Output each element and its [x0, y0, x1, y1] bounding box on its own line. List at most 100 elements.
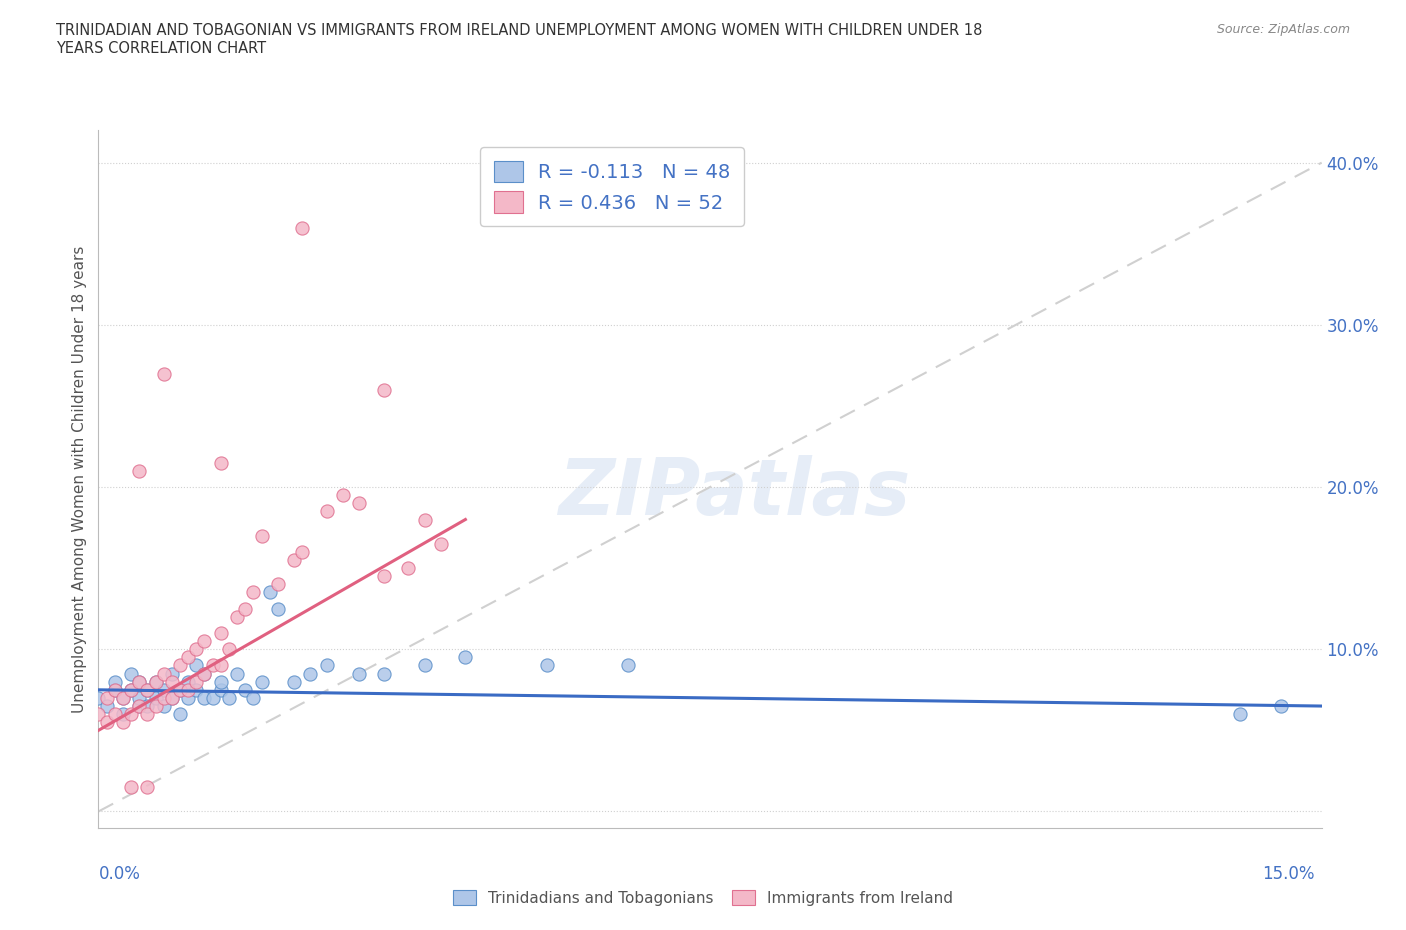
Point: [201, 658, 224, 673]
Y-axis label: Unemployment Among Women with Children Under 18 years: Unemployment Among Women with Children U…: [72, 246, 87, 712]
Point: [315, 504, 337, 519]
Point: [136, 683, 159, 698]
Point: [177, 690, 200, 705]
Point: [315, 658, 337, 673]
Point: [111, 715, 134, 730]
Point: [104, 683, 127, 698]
Point: [96, 690, 118, 705]
Point: [454, 650, 477, 665]
Point: [145, 674, 167, 689]
Point: [373, 666, 395, 681]
Point: [299, 666, 322, 681]
Point: [120, 707, 142, 722]
Point: [136, 779, 159, 794]
Point: [152, 666, 174, 681]
Point: [104, 707, 127, 722]
Point: [136, 698, 159, 713]
Point: [128, 698, 150, 713]
Point: [186, 683, 208, 698]
Point: [111, 707, 134, 722]
Point: [169, 683, 191, 698]
Point: [160, 666, 183, 681]
Point: [233, 683, 256, 698]
Point: [373, 382, 395, 397]
Point: [373, 569, 395, 584]
Point: [169, 683, 191, 698]
Point: [169, 707, 191, 722]
Text: 15.0%: 15.0%: [1263, 865, 1315, 883]
Point: [267, 577, 290, 591]
Point: [233, 602, 256, 617]
Point: [209, 626, 232, 641]
Point: [128, 463, 150, 478]
Point: [152, 690, 174, 705]
Point: [242, 585, 264, 600]
Point: [218, 642, 240, 657]
Point: [145, 674, 167, 689]
Point: [128, 674, 150, 689]
Point: [186, 658, 208, 673]
Point: [120, 683, 142, 698]
Point: [267, 602, 290, 617]
Point: [160, 690, 183, 705]
Point: [152, 683, 174, 698]
Point: [177, 650, 200, 665]
Point: [104, 674, 127, 689]
Text: ZIPatlas: ZIPatlas: [558, 455, 911, 531]
Legend: R = -0.113   N = 48, R = 0.436   N = 52: R = -0.113 N = 48, R = 0.436 N = 52: [479, 147, 744, 226]
Point: [283, 552, 305, 567]
Point: [242, 690, 264, 705]
Point: [413, 512, 436, 527]
Point: [218, 690, 240, 705]
Point: [177, 683, 200, 698]
Point: [1270, 698, 1292, 713]
Point: [111, 690, 134, 705]
Point: [250, 528, 273, 543]
Point: [291, 220, 314, 235]
Text: Source: ZipAtlas.com: Source: ZipAtlas.com: [1216, 23, 1350, 36]
Point: [160, 690, 183, 705]
Point: [193, 690, 215, 705]
Point: [96, 715, 118, 730]
Point: [136, 683, 159, 698]
Point: [145, 698, 167, 713]
Point: [169, 658, 191, 673]
Point: [250, 674, 273, 689]
Point: [177, 674, 200, 689]
Point: [283, 674, 305, 689]
Point: [96, 698, 118, 713]
Point: [120, 779, 142, 794]
Point: [104, 683, 127, 698]
Point: [87, 707, 110, 722]
Point: [128, 674, 150, 689]
Point: [226, 609, 249, 624]
Point: [332, 487, 354, 502]
Point: [209, 658, 232, 673]
Point: [396, 561, 419, 576]
Point: [209, 683, 232, 698]
Point: [259, 585, 281, 600]
Point: [128, 690, 150, 705]
Text: TRINIDADIAN AND TOBAGONIAN VS IMMIGRANTS FROM IRELAND UNEMPLOYMENT AMONG WOMEN W: TRINIDADIAN AND TOBAGONIAN VS IMMIGRANTS…: [56, 23, 983, 56]
Point: [617, 658, 640, 673]
Text: 0.0%: 0.0%: [98, 865, 141, 883]
Point: [193, 666, 215, 681]
Point: [536, 658, 558, 673]
Point: [349, 666, 371, 681]
Point: [430, 537, 453, 551]
Point: [145, 690, 167, 705]
Point: [120, 666, 142, 681]
Point: [186, 674, 208, 689]
Point: [152, 698, 174, 713]
Point: [209, 456, 232, 471]
Point: [193, 633, 215, 648]
Point: [226, 666, 249, 681]
Legend: Trinidadians and Tobagonians, Immigrants from Ireland: Trinidadians and Tobagonians, Immigrants…: [444, 881, 962, 915]
Point: [186, 642, 208, 657]
Point: [160, 674, 183, 689]
Point: [111, 690, 134, 705]
Point: [136, 707, 159, 722]
Point: [120, 683, 142, 698]
Point: [1229, 707, 1251, 722]
Point: [413, 658, 436, 673]
